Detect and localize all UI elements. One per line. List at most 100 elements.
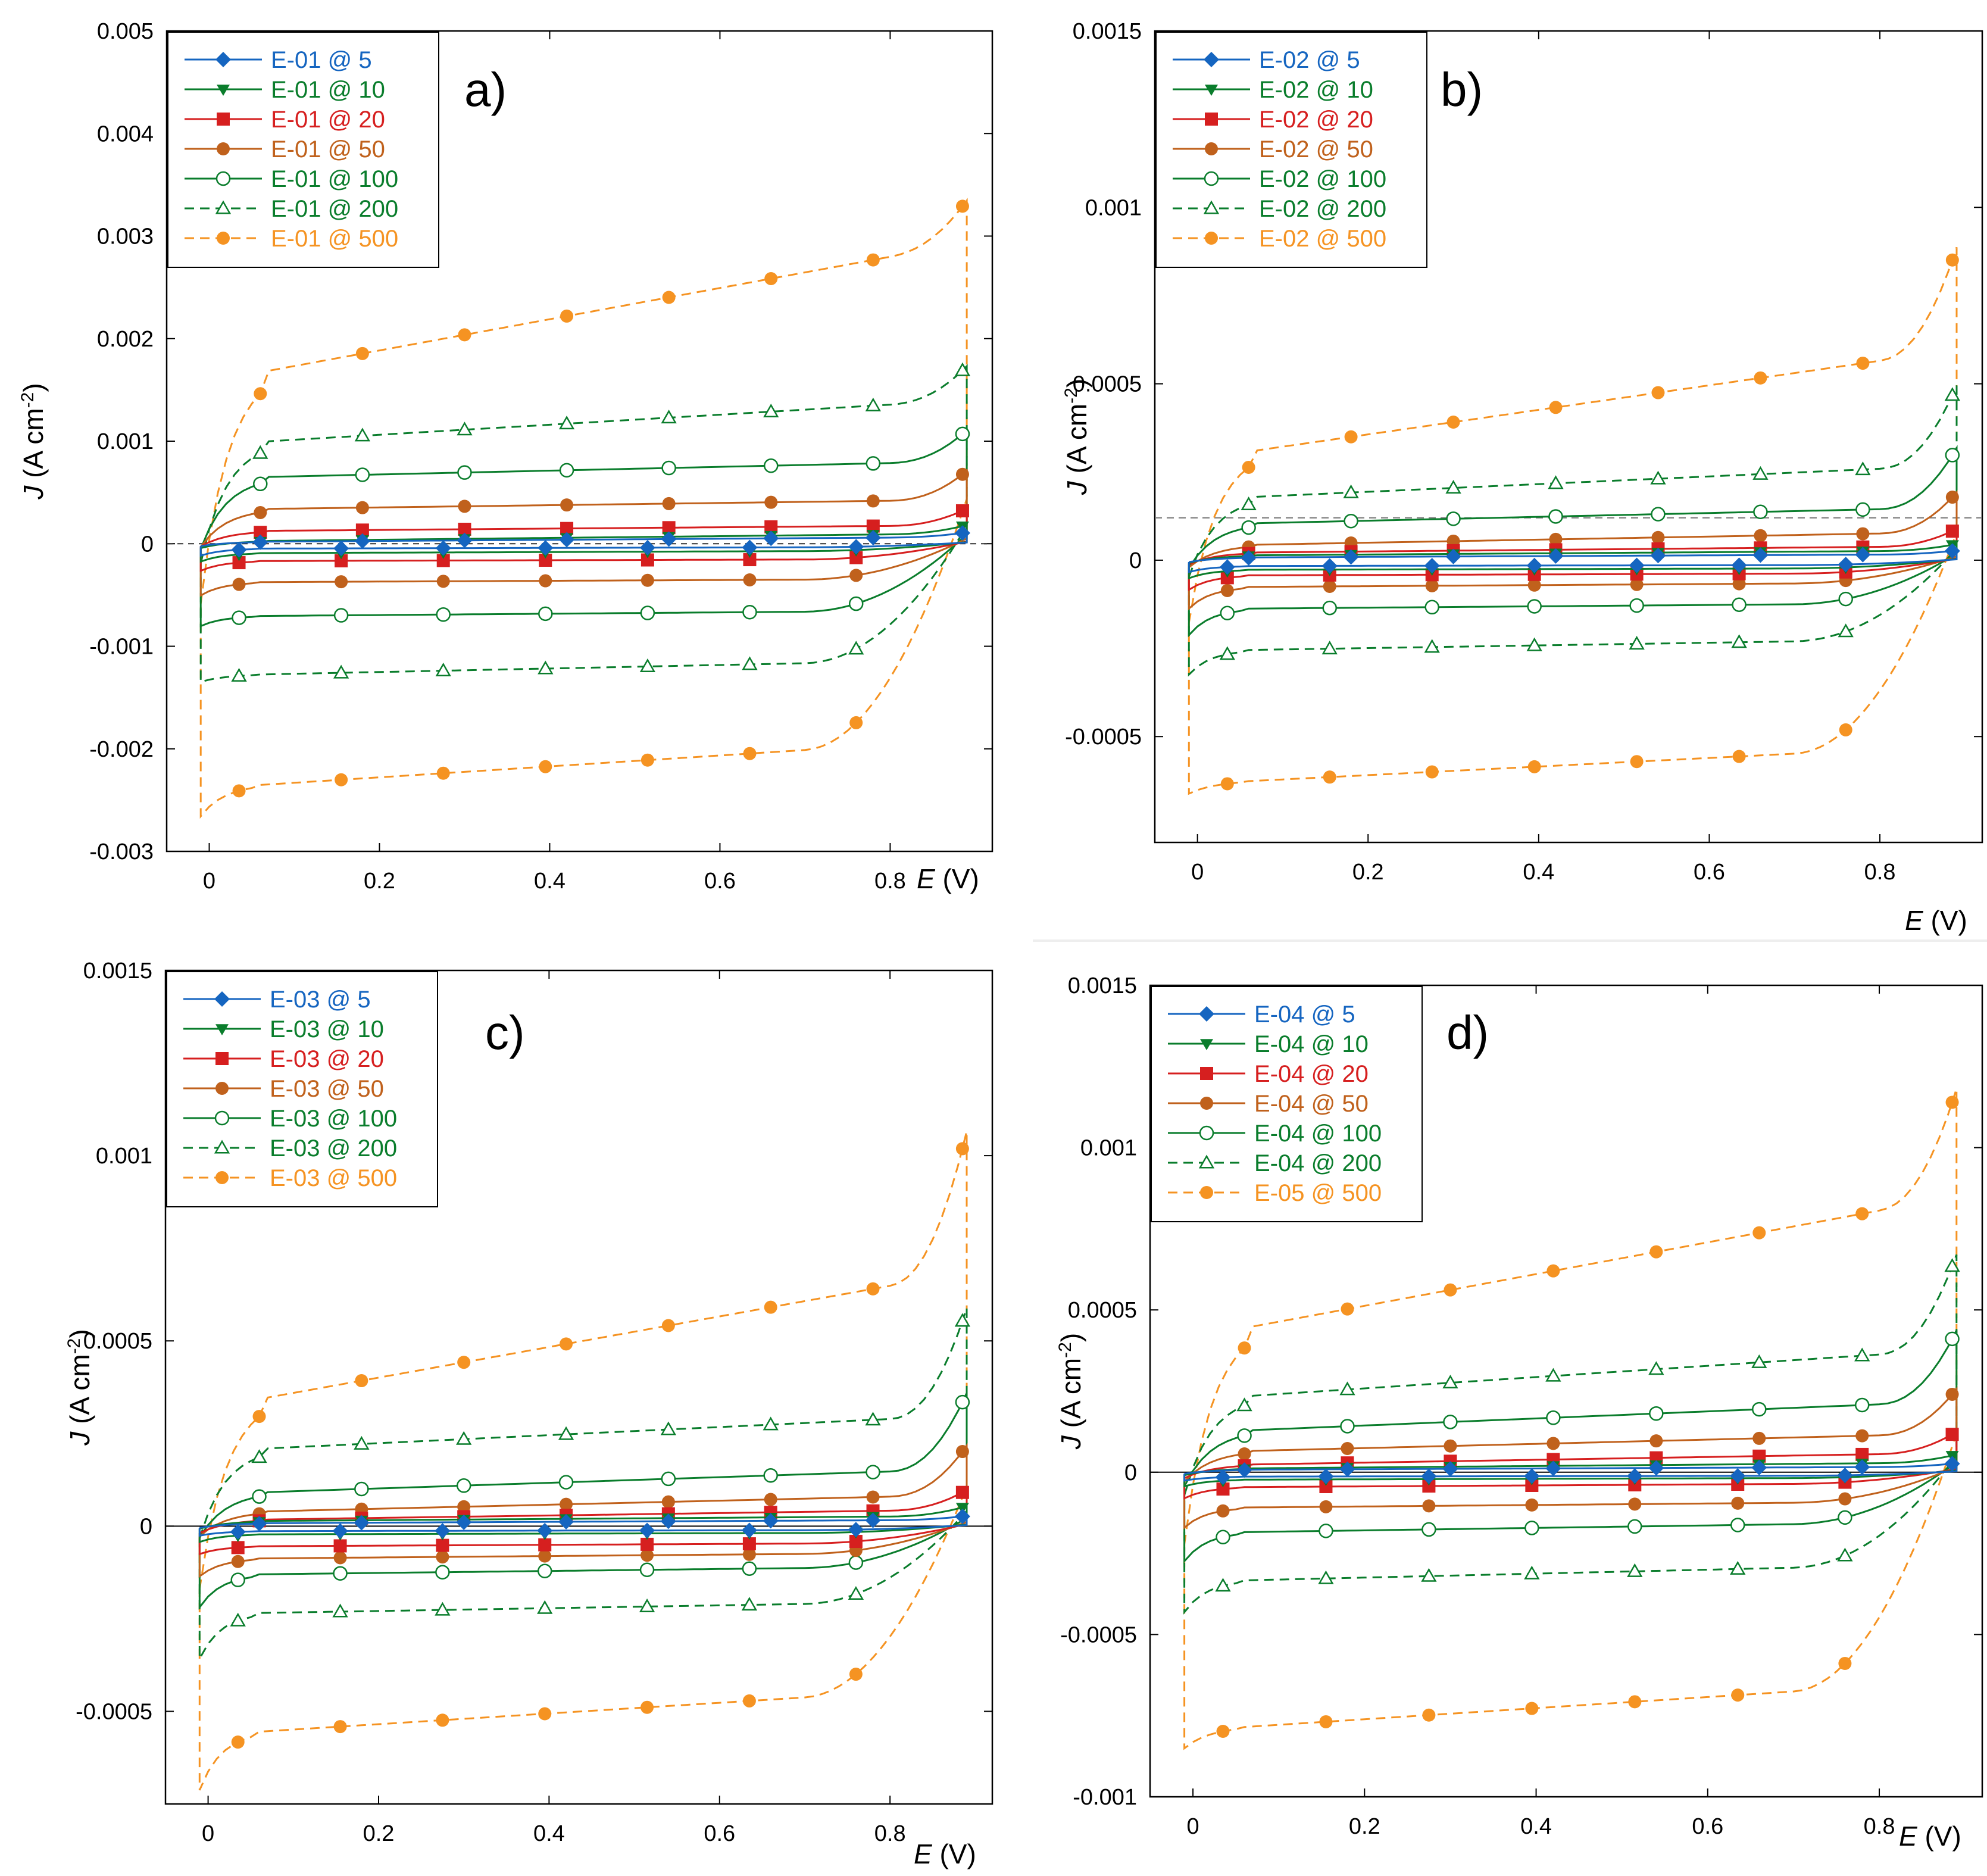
y-axis-symbol: J: [18, 485, 49, 500]
y-axis-exponent: -2: [1055, 1342, 1075, 1358]
data-point: [1422, 1708, 1436, 1722]
data-point: [253, 476, 268, 492]
data-point: [1855, 461, 1871, 476]
data-point: [1752, 1226, 1766, 1240]
data-point: [641, 553, 654, 567]
data-point: [538, 606, 553, 622]
legend-entry: E-03 @ 10: [270, 1016, 384, 1042]
data-point: [1444, 1283, 1457, 1297]
data-point: [1944, 543, 1960, 559]
data-point: [955, 504, 969, 517]
data-point: [1339, 1461, 1355, 1477]
legend-entry: E-01 @ 10: [271, 77, 385, 103]
data-point: [1241, 520, 1256, 535]
y-tick-label: 0.0015: [83, 959, 152, 984]
data-point: [332, 1523, 348, 1539]
data-point: [866, 1490, 880, 1504]
x-axis-unit: (V): [1923, 905, 1967, 936]
data-point: [252, 1410, 266, 1424]
data-point: [1854, 1459, 1870, 1475]
data-point: [661, 1495, 675, 1509]
data-point: [1837, 1547, 1853, 1562]
x-axis-symbol: E: [1905, 905, 1924, 936]
data-point: [1341, 1302, 1354, 1316]
y-tick-label: -0.001: [89, 635, 154, 660]
data-point: [1732, 750, 1746, 763]
data-point: [866, 494, 880, 508]
data-point: [457, 1500, 471, 1513]
data-point: [1628, 1497, 1642, 1511]
y-tick-label: 0.001: [97, 429, 154, 454]
y-axis-unit: (A cm: [64, 1354, 95, 1431]
data-point: [1651, 507, 1666, 522]
data-point: [955, 426, 970, 442]
data-point: [354, 1481, 369, 1497]
data-point: [866, 1282, 880, 1296]
x-tick-label: 0.4: [533, 1821, 565, 1846]
data-point: [1323, 770, 1336, 784]
data-point: [537, 1600, 553, 1614]
x-tick-label: 0.2: [1349, 1814, 1380, 1839]
data-point: [231, 1555, 245, 1568]
x-axis-symbol: E: [914, 1838, 933, 1869]
data-point: [1549, 532, 1563, 546]
x-tick-label: 0.4: [534, 869, 566, 894]
y-tick-label: -0.001: [1073, 1785, 1137, 1810]
x-tick-label: 0.4: [1523, 860, 1554, 885]
legend-marker: [1205, 142, 1218, 155]
data-point: [1238, 1341, 1251, 1355]
x-axis-symbol: E: [917, 863, 936, 894]
x-axis-unit: (V): [932, 1838, 976, 1869]
data-point: [1855, 1207, 1869, 1221]
data-point: [538, 660, 554, 675]
y-tick-label: -0.0005: [76, 1699, 152, 1724]
legend-entry: E-02 @ 100: [1259, 166, 1386, 192]
data-point: [742, 539, 758, 555]
legend-marker: [215, 1171, 229, 1184]
legend-entry: E-03 @ 20: [270, 1046, 384, 1072]
data-point: [1526, 557, 1542, 573]
panel-label: b): [1441, 63, 1483, 116]
series-5: [1188, 543, 1960, 575]
data-point: [1855, 1429, 1869, 1443]
data-point: [763, 1416, 779, 1431]
data-point: [1945, 253, 1959, 267]
data-point: [458, 328, 471, 342]
y-tick-label: 0.001: [1085, 195, 1142, 220]
data-point: [1321, 641, 1338, 655]
x-tick-label: 0.2: [363, 1821, 395, 1846]
legend-marker: [1200, 1186, 1213, 1199]
data-point: [1319, 1524, 1333, 1538]
data-point: [1648, 1460, 1664, 1476]
legend-marker: [1205, 232, 1218, 245]
data-point: [641, 753, 654, 767]
x-tick-label: 0: [202, 1821, 214, 1846]
data-point: [539, 553, 552, 567]
data-point: [1651, 386, 1665, 399]
data-point: [436, 1713, 449, 1727]
data-point: [1215, 1578, 1231, 1592]
data-point: [560, 309, 574, 323]
y-tick-label: 0: [1129, 548, 1142, 573]
data-point: [1649, 1245, 1663, 1259]
data-point: [954, 525, 970, 541]
x-tick-label: 0.6: [1694, 860, 1725, 885]
data-point: [558, 1475, 574, 1490]
legend-entry: E-04 @ 5: [1254, 1001, 1355, 1028]
data-point: [849, 1668, 863, 1681]
data-point: [1445, 480, 1461, 494]
y-axis-unit: (A cm: [18, 408, 49, 485]
data-point: [849, 551, 863, 564]
legend-marker: [1203, 200, 1220, 214]
data-point: [742, 1561, 757, 1577]
data-point: [1422, 1499, 1436, 1513]
data-point: [1838, 623, 1854, 638]
data-point: [1856, 527, 1870, 541]
data-point: [866, 1465, 880, 1479]
x-tick-label: 0.6: [1692, 1814, 1723, 1839]
data-point: [1323, 579, 1336, 593]
data-point: [1627, 1563, 1643, 1577]
data-point: [1731, 1688, 1745, 1702]
data-point: [660, 1421, 677, 1435]
